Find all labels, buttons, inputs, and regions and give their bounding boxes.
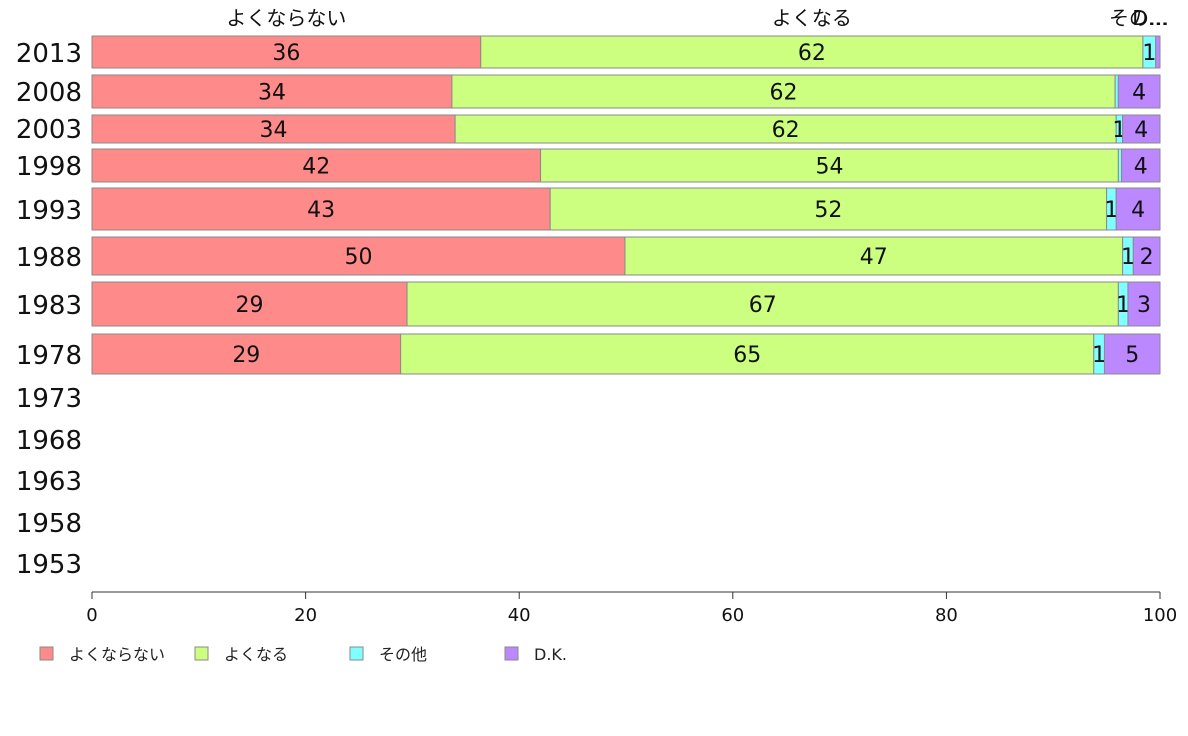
data-label: 4 bbox=[1134, 118, 1148, 143]
year-label: 1963 bbox=[16, 467, 82, 497]
year-label: 1978 bbox=[16, 341, 82, 371]
bar-segment bbox=[406, 281, 1119, 327]
data-label: 50 bbox=[344, 245, 372, 270]
top-category-label: よくなる bbox=[772, 6, 852, 30]
data-label: 1 bbox=[1092, 343, 1106, 368]
data-label: 47 bbox=[860, 245, 888, 270]
year-label: 1993 bbox=[16, 196, 82, 226]
bar-segment bbox=[480, 35, 1144, 69]
x-tick-label: 80 bbox=[935, 605, 958, 626]
data-label: 54 bbox=[815, 155, 843, 180]
year-label: 1998 bbox=[16, 152, 82, 182]
year-label: 2003 bbox=[16, 115, 82, 145]
bar-segment bbox=[1103, 333, 1161, 375]
data-label: 1 bbox=[1142, 41, 1156, 66]
bar-segment bbox=[91, 236, 626, 276]
year-label: 1968 bbox=[16, 426, 82, 456]
bar-segment bbox=[91, 281, 408, 327]
bar-segment bbox=[1155, 35, 1161, 69]
bar-segment bbox=[1117, 74, 1161, 109]
bar-segment bbox=[91, 114, 456, 144]
top-category-label: D… bbox=[1132, 6, 1167, 30]
x-tick-label: 20 bbox=[294, 605, 317, 626]
data-label: 4 bbox=[1134, 155, 1148, 180]
bar-segment bbox=[1122, 114, 1161, 144]
data-label: 62 bbox=[798, 41, 826, 66]
legend-label: その他 bbox=[379, 645, 427, 664]
data-label: 3 bbox=[1137, 293, 1151, 318]
bar-segment bbox=[91, 333, 402, 375]
year-label: 2008 bbox=[16, 78, 82, 108]
bar-segment bbox=[454, 114, 1117, 144]
bar-segment bbox=[91, 187, 551, 231]
year-label: 1953 bbox=[16, 550, 82, 580]
bar-segment bbox=[1132, 236, 1161, 276]
data-label: 43 bbox=[307, 198, 335, 223]
data-label: 1 bbox=[1104, 198, 1118, 223]
bar-segment bbox=[1127, 281, 1161, 327]
x-tick-label: 60 bbox=[721, 605, 744, 626]
data-label: 62 bbox=[770, 81, 798, 106]
year-label: 1958 bbox=[16, 509, 82, 539]
data-label: 34 bbox=[260, 118, 288, 143]
legend-label: D.K. bbox=[534, 645, 567, 664]
legend-swatch bbox=[504, 646, 519, 661]
bar-segment bbox=[91, 35, 482, 69]
legend-swatch bbox=[194, 646, 209, 661]
data-label: 42 bbox=[302, 155, 330, 180]
data-label: 4 bbox=[1132, 81, 1146, 106]
x-tick-label: 100 bbox=[1143, 605, 1177, 626]
data-label: 34 bbox=[258, 81, 286, 106]
data-label: 5 bbox=[1125, 343, 1139, 368]
top-category-label: よくならない bbox=[226, 6, 346, 30]
bar-segment bbox=[91, 148, 542, 183]
bar-segment bbox=[1121, 148, 1161, 183]
bar-segment bbox=[400, 333, 1095, 375]
legend-swatch bbox=[39, 646, 54, 661]
data-label: 29 bbox=[232, 343, 260, 368]
year-label: 2013 bbox=[16, 39, 82, 69]
bar-segment bbox=[624, 236, 1124, 276]
legend-label: よくならない bbox=[69, 645, 165, 664]
bar-segment bbox=[540, 148, 1119, 183]
legend-label: よくなる bbox=[224, 645, 288, 664]
bar-segment bbox=[1115, 187, 1161, 231]
data-label: 1 bbox=[1121, 245, 1135, 270]
data-label: 65 bbox=[733, 343, 761, 368]
data-label: 1 bbox=[1116, 293, 1130, 318]
data-label: 36 bbox=[272, 41, 300, 66]
data-label: 52 bbox=[814, 198, 842, 223]
data-label: 2 bbox=[1140, 245, 1154, 270]
year-label: 1988 bbox=[16, 243, 82, 273]
data-label: 67 bbox=[749, 293, 777, 318]
x-tick-label: 0 bbox=[86, 605, 97, 626]
data-label: 29 bbox=[236, 293, 264, 318]
top-category-label: その… bbox=[1109, 6, 1169, 30]
year-label: 1983 bbox=[16, 291, 82, 321]
data-label: 4 bbox=[1131, 198, 1145, 223]
legend-swatch bbox=[349, 646, 364, 661]
bar-segment bbox=[451, 74, 1116, 109]
x-tick-label: 40 bbox=[508, 605, 531, 626]
year-label: 1973 bbox=[16, 384, 82, 414]
data-label: 62 bbox=[772, 118, 800, 143]
